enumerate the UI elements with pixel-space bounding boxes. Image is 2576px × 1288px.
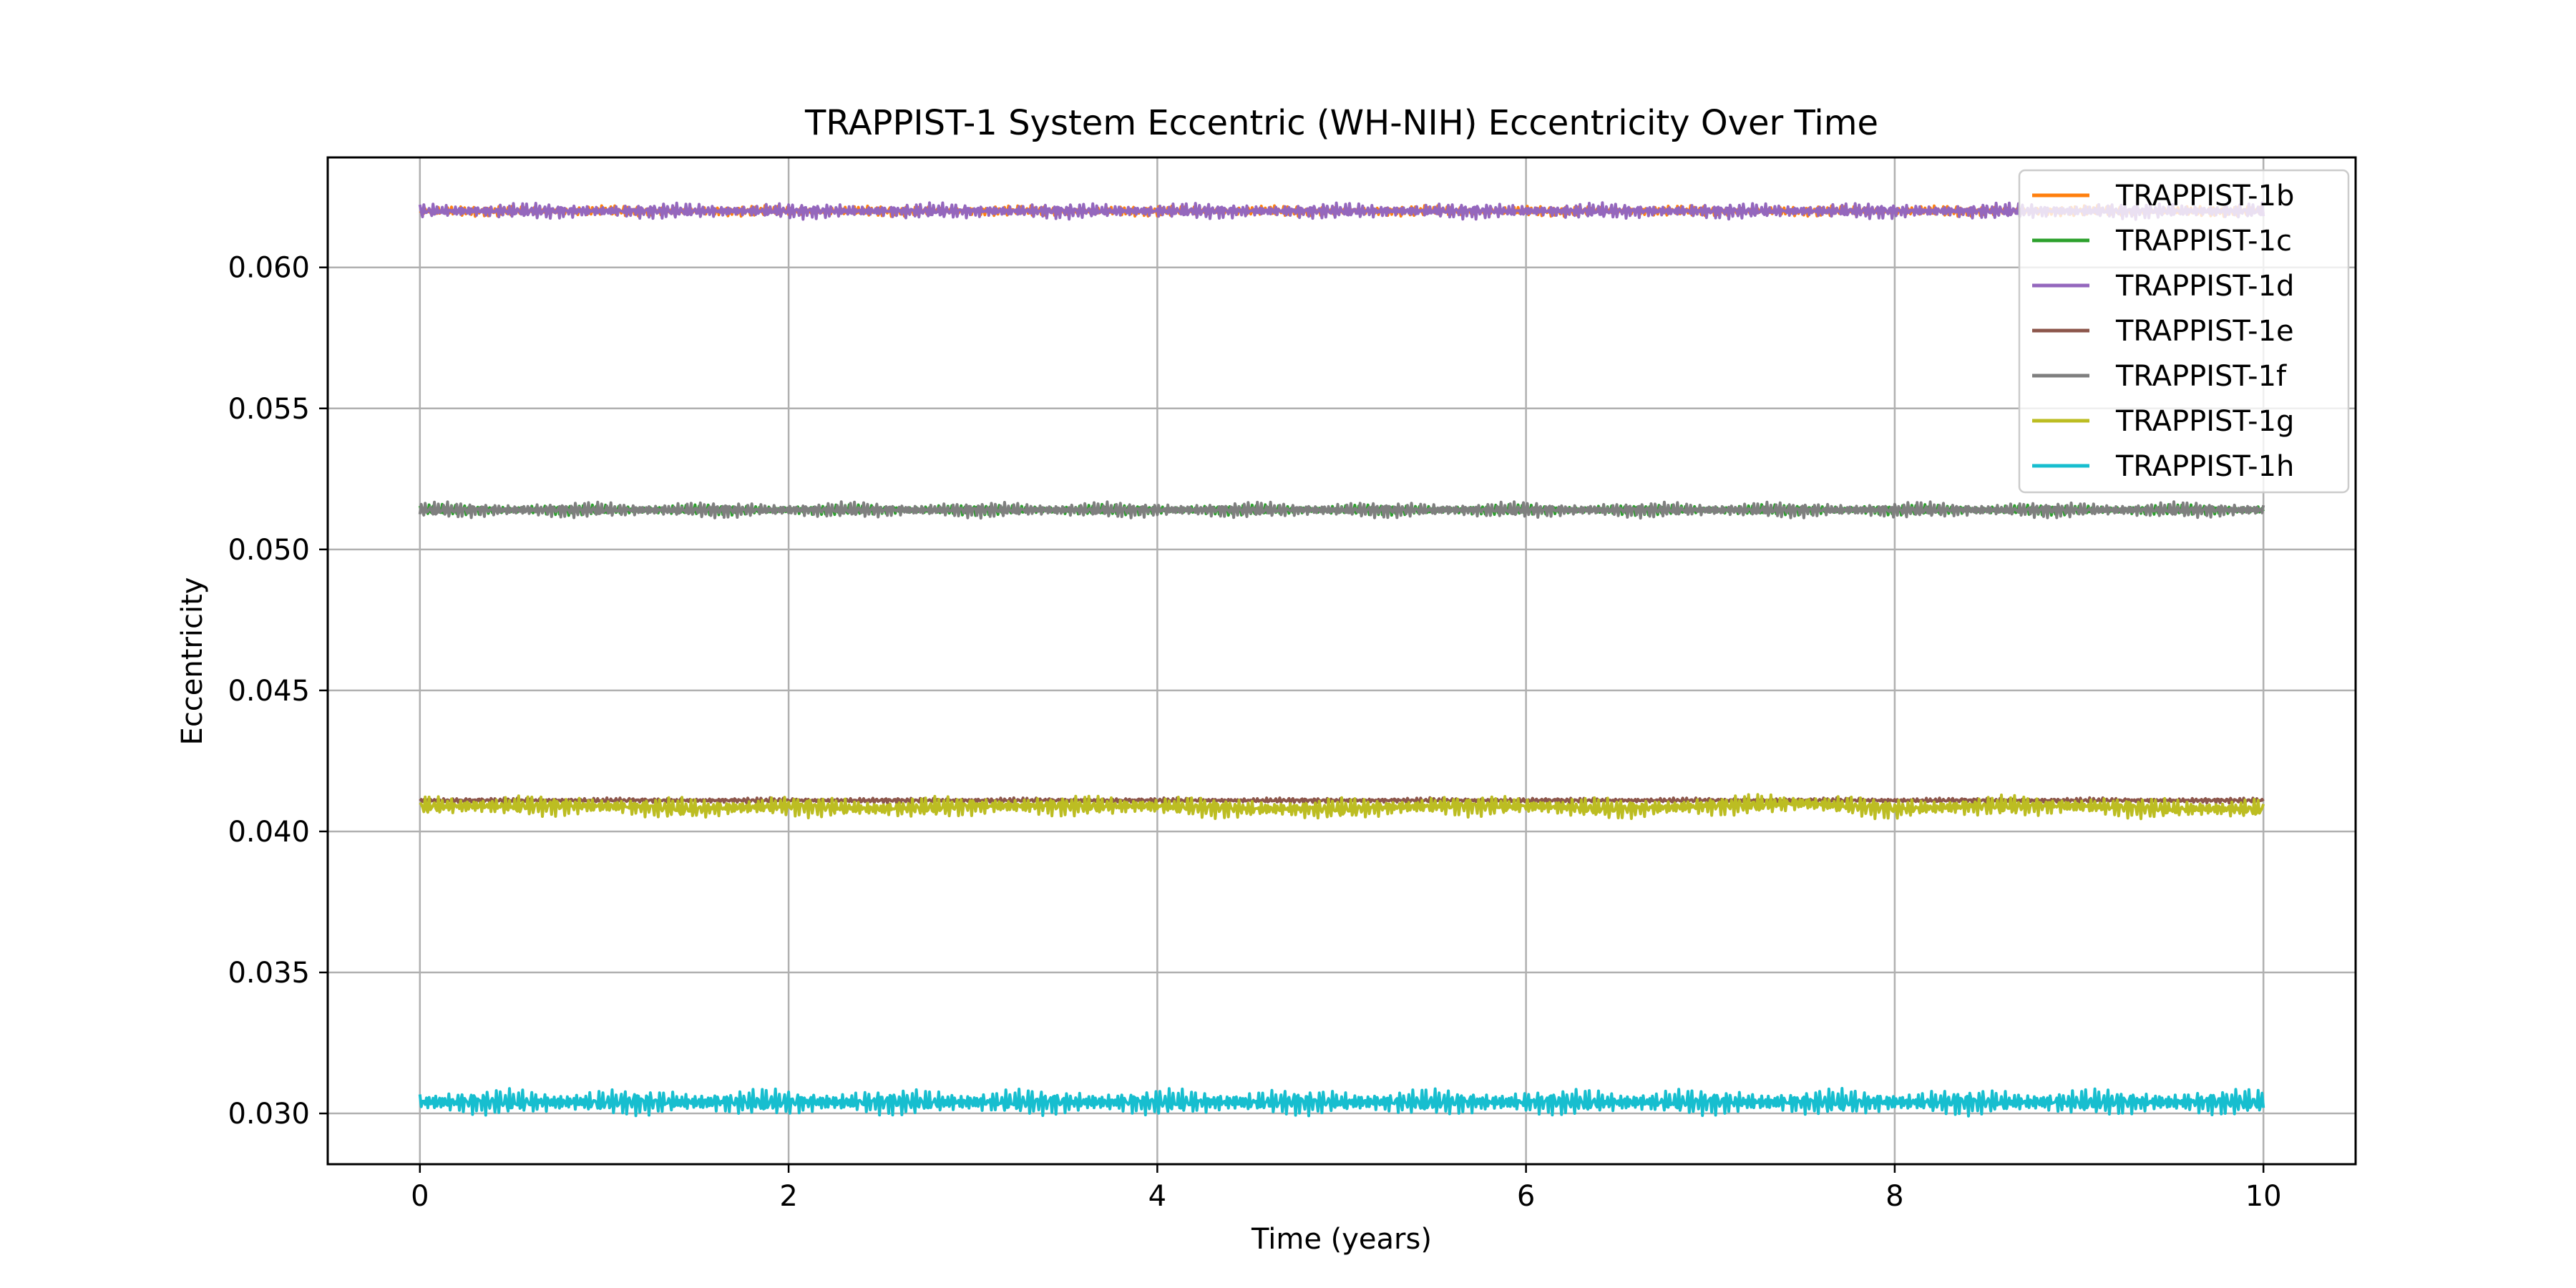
y-tick-label: 0.050 (228, 534, 310, 567)
legend-label: TRAPPIST-1d (2115, 270, 2294, 303)
y-tick-label: 0.060 (228, 252, 310, 285)
legend-box (2018, 169, 2350, 494)
grid (328, 157, 2356, 1164)
plot-frame (326, 156, 2357, 1166)
y-tick-label: 0.045 (228, 675, 310, 708)
legend-label: TRAPPIST-1c (2115, 225, 2292, 258)
x-tick-label: 2 (779, 1180, 797, 1213)
x-tick-label: 4 (1148, 1180, 1166, 1213)
x-tick-label: 6 (1517, 1180, 1535, 1213)
y-axis: 0.030 0.035 0.040 0.045 0.050 0.055 0.060 (228, 252, 328, 1131)
x-tick-label: 8 (1885, 1180, 1903, 1213)
x-axis: 0 2 4 6 8 10 (411, 1164, 2282, 1213)
series-line-trappist-1g (419, 793, 2265, 821)
legend-label: TRAPPIST-1h (2115, 450, 2294, 483)
legend-label: TRAPPIST-1e (2115, 315, 2294, 348)
legend-label: TRAPPIST-1g (2115, 405, 2294, 438)
y-tick-label: 0.035 (228, 957, 310, 990)
chart-title: TRAPPIST-1 System Eccentric (WH-NIH) Ecc… (804, 103, 1878, 143)
y-tick-label: 0.030 (228, 1098, 310, 1131)
legend-label: TRAPPIST-1b (2115, 180, 2294, 213)
series-line-trappist-1d (418, 201, 2265, 221)
legend-label: TRAPPIST-1f (2115, 360, 2287, 393)
y-tick-label: 0.040 (228, 816, 310, 849)
x-tick-label: 0 (411, 1180, 429, 1213)
series-line-trappist-1f (418, 500, 2265, 520)
y-axis-label: Eccentricity (176, 577, 209, 746)
x-axis-label: Time (years) (1251, 1223, 1432, 1256)
y-tick-label: 0.055 (228, 393, 310, 426)
legend: TRAPPIST-1b TRAPPIST-1c TRAPPIST-1d TRAPPIS… (2018, 169, 2350, 494)
plot-lines (418, 201, 2265, 1118)
x-tick-label: 10 (2245, 1180, 2282, 1213)
series-line-trappist-1h (418, 1087, 2265, 1118)
